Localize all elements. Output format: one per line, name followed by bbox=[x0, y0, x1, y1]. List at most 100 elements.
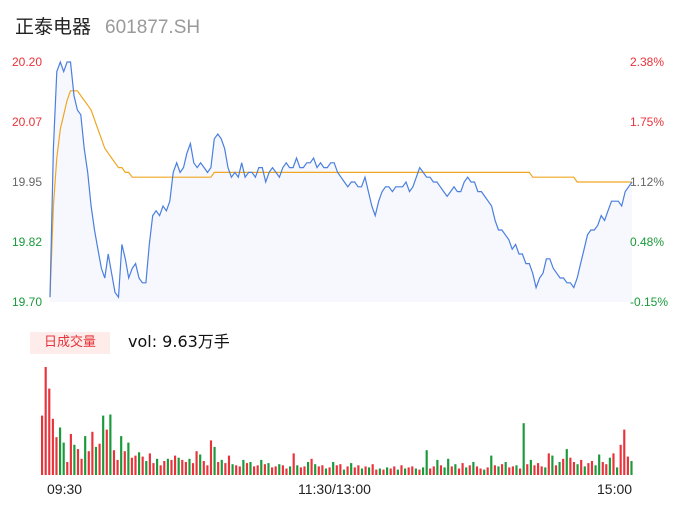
price-tick-2: 20.07 bbox=[12, 115, 42, 129]
volume-bar bbox=[609, 458, 611, 475]
volume-bar bbox=[332, 462, 334, 475]
volume-bar bbox=[303, 466, 305, 475]
volume-bar bbox=[106, 430, 108, 475]
volume-bar bbox=[418, 470, 420, 475]
volume-bar bbox=[84, 436, 86, 475]
volume-bar bbox=[379, 469, 381, 476]
volume-bar bbox=[120, 436, 122, 475]
volume-bar bbox=[523, 423, 525, 475]
volume-bar bbox=[102, 416, 104, 475]
volume-bar bbox=[318, 466, 320, 475]
volume-bar bbox=[41, 416, 43, 475]
volume-bar bbox=[584, 466, 586, 475]
volume-bar bbox=[95, 447, 97, 475]
volume-bar bbox=[192, 463, 194, 475]
volume-bar bbox=[52, 419, 54, 475]
volume-bar bbox=[508, 467, 510, 475]
volume-bar bbox=[73, 445, 75, 475]
volume-bar bbox=[66, 462, 68, 475]
price-tick-4: 19.82 bbox=[12, 235, 42, 249]
pct-tick-1: 2.38% bbox=[630, 55, 664, 69]
time-tick-open: 09:30 bbox=[47, 481, 82, 497]
volume-bar bbox=[559, 462, 561, 475]
volume-bar bbox=[249, 462, 251, 475]
volume-bar bbox=[242, 460, 244, 475]
volume-bar bbox=[343, 470, 345, 475]
volume-bar bbox=[454, 464, 456, 475]
volume-bar bbox=[422, 467, 424, 475]
volume-bar bbox=[174, 456, 176, 475]
volume-bar bbox=[142, 457, 144, 475]
volume-bar bbox=[480, 469, 482, 476]
volume-bar bbox=[533, 465, 535, 475]
volume-bar bbox=[566, 449, 568, 475]
volume-bar bbox=[145, 461, 147, 475]
volume-bar bbox=[63, 443, 65, 475]
volume-bar bbox=[591, 461, 593, 475]
volume-bar bbox=[494, 465, 496, 475]
volume-bar bbox=[329, 467, 331, 475]
volume-bar bbox=[336, 465, 338, 475]
volume-bar bbox=[444, 467, 446, 475]
volume-bar bbox=[476, 466, 478, 475]
price-tick-1: 20.20 bbox=[12, 55, 42, 69]
volume-bar bbox=[433, 466, 435, 475]
volume-bar bbox=[181, 460, 183, 475]
volume-bar bbox=[512, 466, 514, 475]
volume-bar bbox=[372, 464, 374, 475]
volume-bar bbox=[627, 457, 629, 475]
volume-bar bbox=[149, 453, 151, 475]
volume-bar bbox=[487, 467, 489, 475]
volume-bar bbox=[436, 460, 438, 475]
volume-bar bbox=[404, 469, 406, 476]
volume-bar bbox=[232, 464, 234, 475]
volume-bar bbox=[497, 466, 499, 475]
price-tick-5: 19.70 bbox=[12, 295, 42, 309]
volume-bar bbox=[580, 460, 582, 475]
volume-bar bbox=[55, 437, 57, 475]
volume-bar bbox=[483, 470, 485, 475]
volume-bar bbox=[548, 453, 550, 475]
volume-bar bbox=[620, 445, 622, 475]
volume-bar bbox=[217, 462, 219, 475]
volume-bar bbox=[300, 467, 302, 475]
volume-bar bbox=[357, 465, 359, 475]
volume-bar bbox=[386, 467, 388, 475]
volume-bar bbox=[537, 463, 539, 475]
volume-bar bbox=[530, 460, 532, 475]
volume-bar bbox=[325, 469, 327, 476]
volume-bar bbox=[196, 451, 198, 475]
volume-bar bbox=[587, 463, 589, 475]
volume-bar bbox=[595, 465, 597, 475]
volume-bar bbox=[382, 470, 384, 475]
price-tick-3: 19.95 bbox=[12, 175, 42, 189]
volume-bar bbox=[462, 463, 464, 475]
volume-bar bbox=[239, 466, 241, 475]
volume-bar bbox=[210, 440, 212, 475]
volume-bar bbox=[350, 463, 352, 475]
volume-bar bbox=[70, 434, 72, 475]
volume-bar bbox=[267, 463, 269, 475]
volume-bar bbox=[113, 450, 115, 475]
volume-bar bbox=[257, 465, 259, 475]
volume-bar bbox=[339, 464, 341, 475]
volume-bar bbox=[400, 465, 402, 475]
volume-bar bbox=[156, 459, 158, 475]
volume-bar bbox=[260, 460, 262, 475]
volume-tab[interactable]: 日成交量 bbox=[30, 332, 110, 354]
volume-bar bbox=[314, 464, 316, 475]
volume-bar bbox=[415, 469, 417, 476]
volume-bar bbox=[275, 466, 277, 475]
volume-bar bbox=[472, 462, 474, 475]
volume-bar bbox=[99, 444, 101, 475]
volume-bar bbox=[88, 451, 90, 475]
volume-bar bbox=[311, 459, 313, 475]
volume-bar bbox=[131, 458, 133, 475]
volume-bar bbox=[203, 461, 205, 475]
volume-bar bbox=[206, 465, 208, 475]
volume-bar bbox=[451, 466, 453, 475]
volume-bar bbox=[321, 465, 323, 475]
volume-bar bbox=[293, 453, 295, 475]
volume-bar bbox=[551, 456, 553, 475]
